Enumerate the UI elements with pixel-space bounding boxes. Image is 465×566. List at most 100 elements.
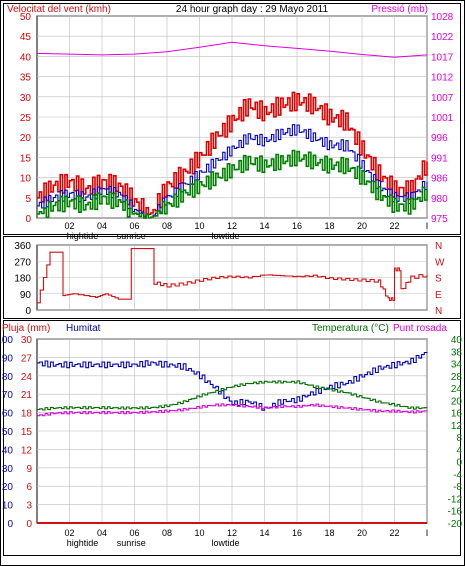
humidity-y-tick: 10 (2, 501, 14, 512)
climate-x-tick: 06 (129, 528, 139, 538)
climate-x-tick: 14 (259, 528, 269, 538)
wind-lull-line (37, 149, 428, 219)
dewpoint-line (37, 403, 428, 417)
wind-x-tick: 12 (227, 221, 237, 231)
direction-y-tick: 180 (14, 274, 31, 285)
wind-y-tick: 35 (20, 73, 32, 84)
pressure-y-tick: 975 (431, 214, 448, 225)
humidity-y-tick: 30 (2, 464, 14, 475)
temperature-y-tick: 40 (451, 335, 463, 346)
direction-compass-label: N (435, 306, 442, 317)
direction-y-tick: 90 (20, 290, 32, 301)
humidity-y-tick: 40 (2, 445, 14, 456)
humidity-y-tick: 100 (0, 335, 13, 346)
humidity-y-tick: 90 (2, 353, 14, 364)
wind-panel-frame (3, 3, 461, 235)
climate-x-marker: lowtide (211, 538, 239, 548)
climate-x-tick: 04 (97, 528, 107, 538)
temperature-y-tick: 24 (451, 384, 463, 395)
humidity-ylabel: Humitat (66, 323, 101, 334)
temperature-ylabel: Temperatura (°C) (312, 323, 389, 334)
rain-y-tick: 9 (26, 464, 32, 475)
humidity-y-tick: 20 (2, 482, 14, 493)
temperature-y-tick: 38 (451, 347, 463, 358)
temperature-y-tick: -12 (448, 494, 463, 505)
humidity-y-tick: 50 (2, 427, 14, 438)
wind-y-tick: 20 (20, 133, 32, 144)
wind-ylabel: Velocitat del vent (kmh) (7, 4, 111, 15)
direction-compass-label: N (435, 241, 442, 252)
wind-chart-title: 24 hour graph day : 29 Mayo 2011 (176, 4, 329, 15)
rain-y-tick: 0 (26, 519, 32, 530)
wind-x-marker: sunrise (117, 231, 146, 241)
temperature-y-tick: -16 (448, 507, 463, 518)
dewpoint-ylabel: Punt rosada (393, 323, 447, 334)
temperature-y-tick: 28 (451, 372, 463, 383)
direction-compass-label: S (435, 274, 442, 285)
pressure-y-tick: 1001 (431, 113, 454, 124)
wind-y-tick: 25 (20, 113, 32, 124)
wind-y-tick: 15 (20, 153, 32, 164)
temperature-line (37, 380, 428, 411)
climate-x-tick: I (426, 528, 429, 538)
pressure-y-tick: 996 (431, 133, 448, 144)
wind-gust-line (37, 91, 428, 219)
temperature-y-tick: -8 (453, 482, 462, 493)
wind-x-tick: 02 (64, 221, 74, 231)
direction-compass-label: W (435, 257, 445, 268)
rain-y-tick: 30 (21, 335, 33, 346)
rain-y-tick: 27 (21, 353, 33, 364)
pressure-y-tick: 991 (431, 153, 448, 164)
direction-y-tick: 0 (25, 306, 31, 317)
humidity-y-tick: 0 (7, 519, 13, 530)
pressure-line (36, 41, 428, 58)
wind-y-tick: 50 (20, 12, 32, 23)
wind-x-tick: 20 (357, 221, 367, 231)
pressure-y-tick: 1028 (431, 12, 454, 23)
wind-y-tick: 40 (20, 52, 32, 63)
direction-y-tick: 360 (14, 241, 31, 252)
humidity-y-tick: 80 (2, 372, 14, 383)
wind-x-tick: I (426, 221, 429, 231)
climate-x-tick: 20 (357, 528, 367, 538)
rain-humidity-temperature-chart: 0102030405060708090100036912151821242730… (0, 323, 462, 548)
rain-ylabel: Pluja (mm) (2, 323, 50, 334)
wind-y-tick: 30 (20, 93, 32, 104)
direction-compass-label: E (435, 290, 442, 301)
direction-panel-frame (3, 236, 461, 319)
temperature-y-tick: 4 (456, 445, 462, 456)
wind-x-tick: 14 (259, 221, 269, 231)
temperature-y-tick: -4 (453, 470, 462, 481)
rain-y-tick: 15 (21, 427, 33, 438)
climate-x-tick: 08 (162, 528, 172, 538)
pressure-y-tick: 986 (431, 174, 448, 185)
temperature-y-tick: -20 (448, 519, 463, 530)
wind-pressure-chart: 0 5 10 15 20 25 30 35 40 45 50 975 980 986 991 996 1001 1… (7, 4, 454, 241)
wind-y-tick: 0 (25, 214, 31, 225)
wind-x-marker: lowtide (211, 231, 239, 241)
climate-x-tick: 16 (292, 528, 302, 538)
wind-x-tick: 06 (129, 221, 139, 231)
direction-line (37, 248, 428, 304)
wind-x-tick: 10 (194, 221, 204, 231)
wind-x-tick: 04 (97, 221, 107, 231)
climate-x-tick: 22 (389, 528, 399, 538)
pressure-y-tick: 1007 (431, 93, 454, 104)
rain-y-tick: 6 (26, 482, 32, 493)
humidity-y-tick: 60 (2, 409, 14, 420)
pressure-ylabel: Pressió (mb) (371, 4, 428, 15)
temperature-y-tick: 12 (451, 421, 463, 432)
climate-x-tick: 10 (194, 528, 204, 538)
humidity-y-tick: 70 (2, 390, 14, 401)
climate-panel-frame (3, 320, 461, 556)
wind-x-tick: 08 (162, 221, 172, 231)
climate-x-tick: 02 (64, 528, 74, 538)
wind-y-tick: 10 (20, 174, 32, 185)
temperature-y-tick: 34 (451, 360, 463, 371)
climate-x-marker: sunrise (117, 538, 146, 548)
rain-y-tick: 3 (26, 501, 32, 512)
wind-x-marker: hightide (67, 231, 99, 241)
wind-x-tick: 18 (324, 221, 334, 231)
